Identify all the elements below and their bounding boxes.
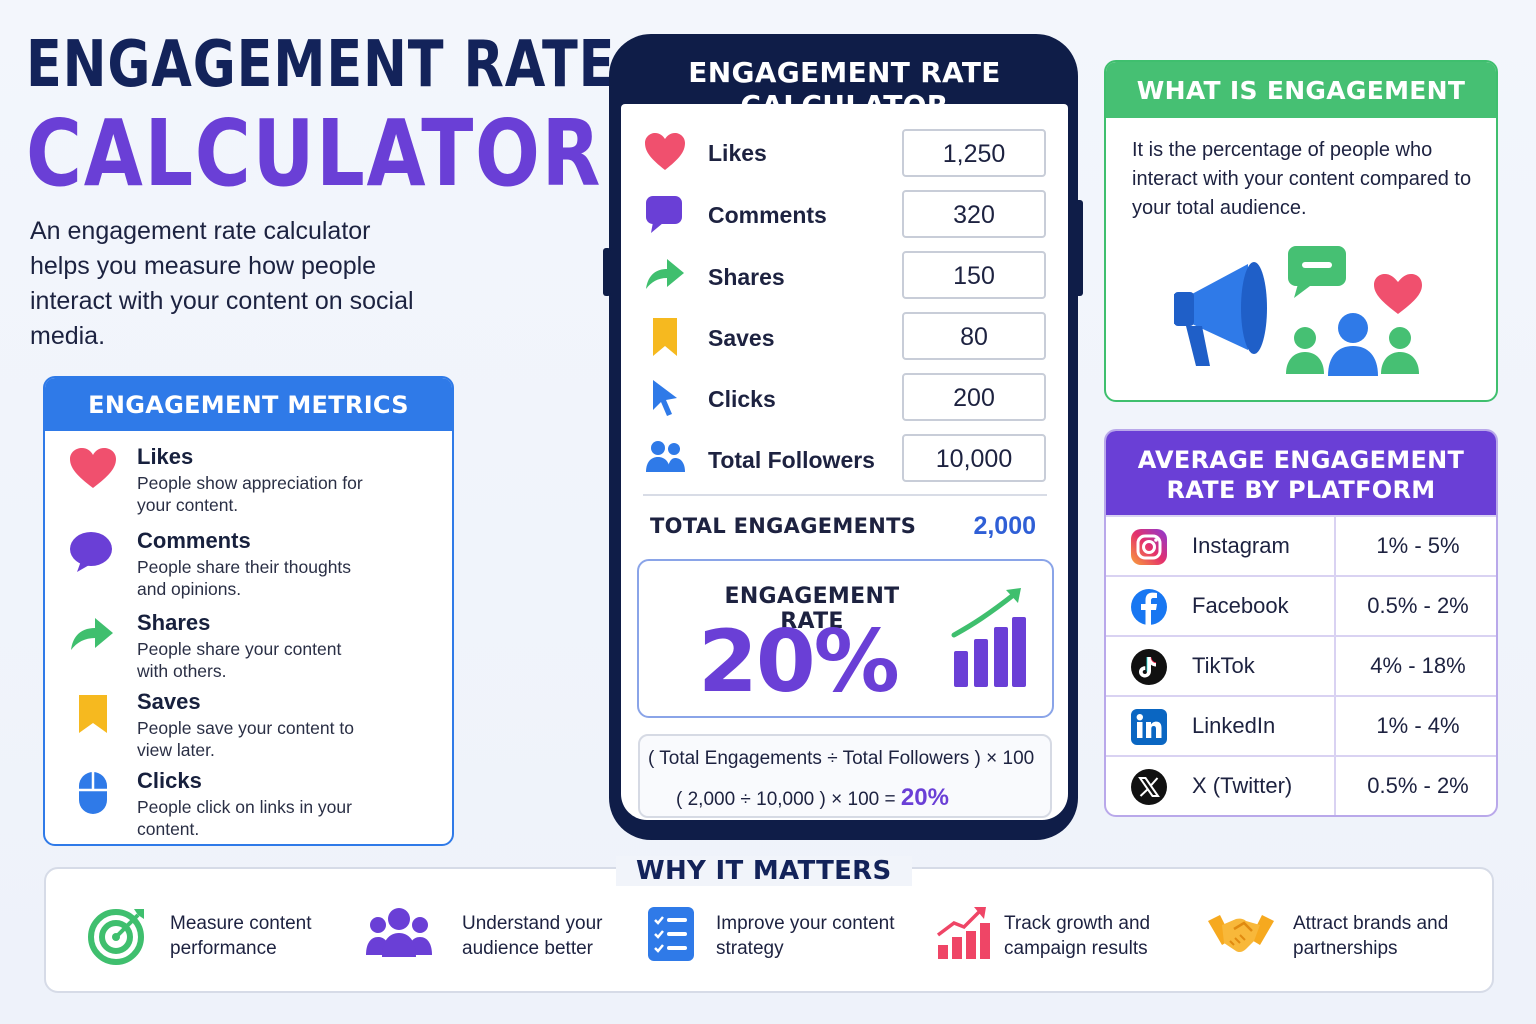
what-is-text: It is the percentage of people who inter… bbox=[1132, 139, 1472, 219]
platform-rate: 4% - 18% bbox=[1370, 653, 1466, 678]
hero-title-line2: CALCULATOR bbox=[26, 100, 603, 207]
phone-side-button bbox=[603, 248, 611, 296]
metrics-heading: ENGAGEMENT METRICS bbox=[45, 378, 452, 431]
metric-title: Likes bbox=[137, 444, 194, 469]
platform-rate: 1% - 4% bbox=[1376, 713, 1460, 738]
formula-result: 20% bbox=[900, 784, 949, 811]
handshake-icon bbox=[1208, 915, 1274, 953]
why-item-text: Improve your content strategy bbox=[716, 913, 895, 959]
platform-rate: 0.5% - 2% bbox=[1367, 773, 1469, 798]
why-item-text: Understand your audience better bbox=[462, 913, 603, 959]
calc-label-clicks: Clicks bbox=[708, 386, 776, 412]
why-item-text: Measure content performance bbox=[170, 913, 312, 959]
likes-input[interactable]: 1,250 bbox=[902, 129, 1046, 177]
engagement-rate-result bbox=[637, 559, 1054, 718]
platform-name: Facebook bbox=[1192, 593, 1289, 618]
megaphone-audience-illustration bbox=[1174, 246, 1422, 376]
divider bbox=[1334, 757, 1336, 815]
formula-box bbox=[638, 734, 1052, 818]
metric-desc: People share their thoughts and opinions… bbox=[137, 557, 352, 599]
platform-row-linkedin: LinkedIn 1% - 4% bbox=[1106, 695, 1496, 755]
calc-label-shares: Shares bbox=[708, 264, 785, 290]
comment-icon bbox=[70, 532, 112, 572]
heart-icon bbox=[645, 133, 685, 170]
divider bbox=[643, 494, 1047, 496]
divider bbox=[1334, 577, 1336, 635]
divider bbox=[1334, 697, 1336, 755]
platform-rates-card: AVERAGE ENGAGEMENT RATE BY PLATFORM Inst… bbox=[1104, 429, 1498, 817]
total-engagements-value: 2,000 bbox=[973, 512, 1036, 540]
share-arrow-icon bbox=[646, 259, 684, 289]
formula-line2: ( 2,000 ÷ 10,000 ) × 100 = 20% bbox=[676, 784, 949, 812]
platform-name: Instagram bbox=[1192, 533, 1290, 558]
metric-desc: People share your content with others. bbox=[137, 639, 342, 681]
metric-desc: People show appreciation for your conten… bbox=[137, 473, 363, 515]
platform-name: TikTok bbox=[1192, 653, 1255, 678]
comment-icon bbox=[646, 196, 682, 233]
x-twitter-icon bbox=[1131, 769, 1167, 805]
bookmark-icon bbox=[653, 318, 677, 356]
platform-row-x: X (Twitter) 0.5% - 2% bbox=[1106, 755, 1496, 815]
heart-icon bbox=[1374, 274, 1422, 314]
comments-input[interactable]: 320 bbox=[902, 190, 1046, 238]
bookmark-icon bbox=[79, 695, 107, 733]
hero-title-line1: ENGAGEMENT RATE bbox=[26, 28, 616, 102]
divider bbox=[1334, 517, 1336, 575]
divider bbox=[1334, 637, 1336, 695]
calc-label-likes: Likes bbox=[708, 140, 767, 166]
phone-side-button bbox=[1075, 200, 1083, 296]
metric-desc: People save your content to view later. bbox=[137, 718, 354, 760]
instagram-icon bbox=[1131, 529, 1167, 565]
platform-rate: 0.5% - 2% bbox=[1367, 593, 1469, 618]
linkedin-icon bbox=[1131, 709, 1167, 745]
heart-icon bbox=[70, 448, 116, 488]
audience-icon bbox=[1286, 313, 1419, 376]
why-it-matters-heading: WHY IT MATTERS bbox=[616, 856, 912, 886]
why-item-text: Attract brands and partnerships bbox=[1293, 913, 1449, 959]
formula-line1: ( Total Engagements ÷ Total Followers ) … bbox=[648, 748, 1035, 769]
metric-title: Clicks bbox=[137, 768, 202, 793]
formula-expression: ( 2,000 ÷ 10,000 ) × 100 = bbox=[676, 789, 896, 810]
followers-icon bbox=[646, 441, 685, 472]
platform-row-tiktok: TikTok 4% - 18% bbox=[1106, 635, 1496, 695]
metric-desc: People click on links in your content. bbox=[137, 797, 352, 839]
platform-row-facebook: Facebook 0.5% - 2% bbox=[1106, 575, 1496, 635]
shares-input[interactable]: 150 bbox=[902, 251, 1046, 299]
metric-title: Saves bbox=[137, 689, 201, 714]
growth-chart-icon bbox=[951, 588, 1026, 687]
clicks-input[interactable]: 200 bbox=[902, 373, 1046, 421]
cursor-icon bbox=[653, 380, 677, 416]
what-is-card: WHAT IS ENGAGEMENT RATE? It is the perce… bbox=[1104, 60, 1498, 402]
saves-input[interactable]: 80 bbox=[902, 312, 1046, 360]
calc-label-comments: Comments bbox=[708, 202, 827, 228]
engagement-rate-label: ENGAGEMENT RATE bbox=[724, 584, 900, 634]
calculator-title: ENGAGEMENT RATE CALCULATOR bbox=[688, 56, 1001, 122]
mouse-icon bbox=[79, 772, 107, 814]
engagement-metrics-card: ENGAGEMENT METRICS Likes People show app… bbox=[43, 376, 454, 846]
total-engagements-label: TOTAL ENGAGEMENTS bbox=[650, 514, 917, 538]
tiktok-icon bbox=[1131, 649, 1167, 685]
metric-title: Comments bbox=[137, 528, 251, 553]
growth-chart-icon bbox=[936, 907, 990, 959]
audience-icon bbox=[366, 908, 432, 957]
engagement-rate-value: 20% bbox=[698, 612, 900, 712]
platform-name: X (Twitter) bbox=[1192, 773, 1293, 798]
metric-title: Shares bbox=[137, 610, 211, 635]
followers-input[interactable]: 10,000 bbox=[902, 434, 1046, 482]
checklist-icon bbox=[648, 907, 694, 961]
platform-rate: 1% - 5% bbox=[1376, 533, 1460, 558]
calc-label-followers: Total Followers bbox=[708, 447, 875, 473]
target-icon bbox=[88, 909, 144, 965]
what-is-heading: WHAT IS ENGAGEMENT RATE? bbox=[1106, 62, 1496, 163]
platform-rates-heading: AVERAGE ENGAGEMENT RATE BY PLATFORM bbox=[1106, 431, 1496, 515]
platform-row-instagram: Instagram 1% - 5% bbox=[1106, 515, 1496, 575]
facebook-icon bbox=[1131, 589, 1167, 625]
why-item-text: Track growth and campaign results bbox=[1004, 913, 1151, 959]
chat-bubble-icon bbox=[1288, 246, 1346, 298]
platform-name: LinkedIn bbox=[1192, 713, 1276, 738]
calc-label-saves: Saves bbox=[708, 325, 775, 351]
share-arrow-icon bbox=[71, 618, 113, 650]
megaphone-icon bbox=[1174, 262, 1267, 366]
hero-description: An engagement rate calculator helps you … bbox=[30, 217, 414, 350]
